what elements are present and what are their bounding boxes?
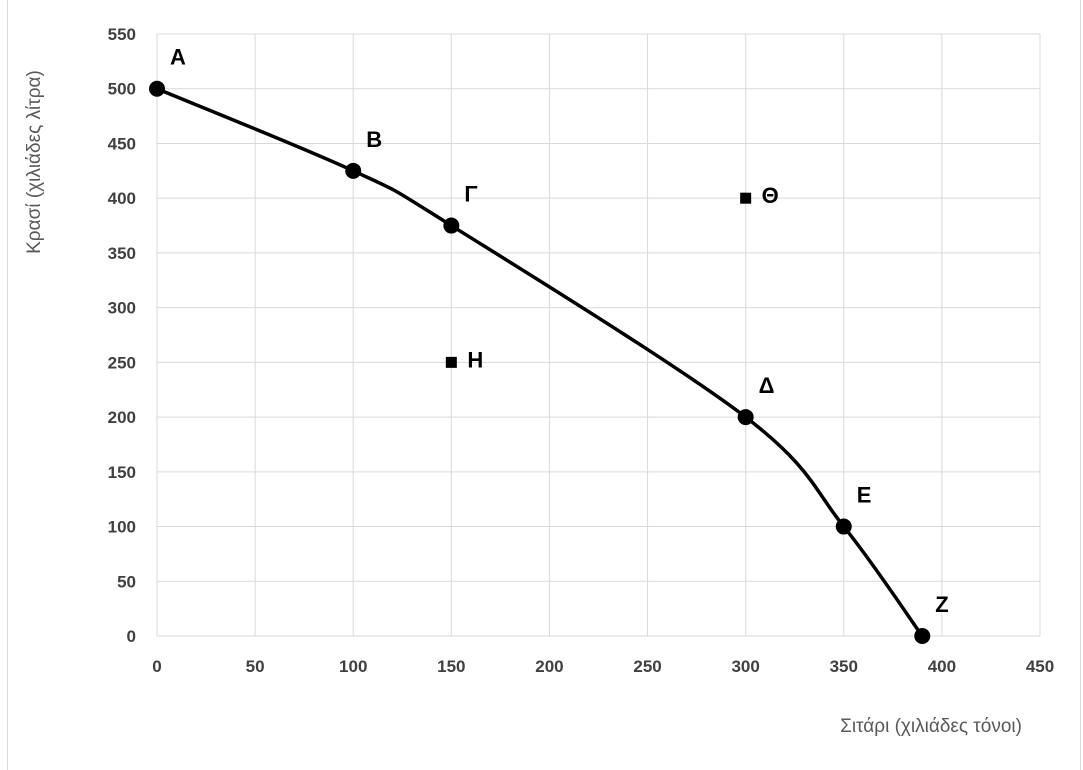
y-tick-label: 0 (127, 627, 136, 646)
x-axis-title: Σιτάρι (χιλιάδες τόνοι) (840, 716, 1022, 737)
y-tick-label: 400 (108, 189, 136, 208)
curve-point-Δ (737, 409, 754, 426)
point-labels: Α Β Γ Δ Ε Ζ Η Θ (170, 45, 949, 617)
isolated-markers (445, 192, 752, 368)
x-tick-label: 100 (339, 657, 367, 676)
x-tick-label: 150 (437, 657, 465, 676)
y-axis-ticks: 0 50 100 150 200 250 300 350 400 450 500 550 (108, 25, 136, 646)
isolated-point-Θ (740, 192, 752, 204)
curve-point-Γ (443, 217, 460, 234)
x-tick-label: 450 (1026, 657, 1054, 676)
y-tick-label: 350 (108, 244, 136, 263)
y-tick-label: 500 (108, 80, 136, 99)
point-label-Δ: Δ (759, 373, 775, 398)
y-tick-label: 100 (108, 518, 136, 537)
curve-point-Β (345, 162, 362, 179)
x-tick-label: 250 (633, 657, 661, 676)
chart-frame (7, 0, 1081, 770)
y-axis-title: Κρασί (χιλιάδες λίτρα) (24, 70, 45, 254)
y-tick-label: 150 (108, 463, 136, 482)
point-label-Ε: Ε (857, 483, 872, 508)
y-tick-label: 550 (108, 25, 136, 44)
curve-markers (149, 80, 931, 644)
point-label-Ζ: Ζ (935, 592, 948, 617)
x-tick-label: 0 (152, 657, 161, 676)
x-tick-label: 400 (928, 657, 956, 676)
point-label-Α: Α (170, 45, 186, 70)
isolated-point-Η (445, 356, 457, 368)
y-tick-label: 50 (117, 572, 136, 591)
x-axis-ticks: 0 50 100 150 200 250 300 350 400 450 (152, 657, 1054, 676)
y-tick-label: 250 (108, 353, 136, 372)
curve-point-Ε (835, 518, 852, 535)
x-tick-label: 50 (246, 657, 265, 676)
curve-point-Ζ (914, 628, 931, 644)
x-tick-label: 350 (830, 657, 858, 676)
y-tick-label: 300 (108, 299, 136, 318)
point-label-Γ: Γ (464, 182, 477, 207)
curve-point-Α (149, 80, 165, 97)
y-tick-label: 200 (108, 408, 136, 427)
x-tick-label: 300 (731, 657, 759, 676)
point-label-Β: Β (366, 127, 382, 152)
x-tick-label: 200 (535, 657, 563, 676)
point-label-Θ: Θ (762, 183, 779, 208)
y-tick-label: 450 (108, 134, 136, 153)
gridlines (156, 33, 1041, 637)
point-label-Η: Η (467, 347, 483, 372)
